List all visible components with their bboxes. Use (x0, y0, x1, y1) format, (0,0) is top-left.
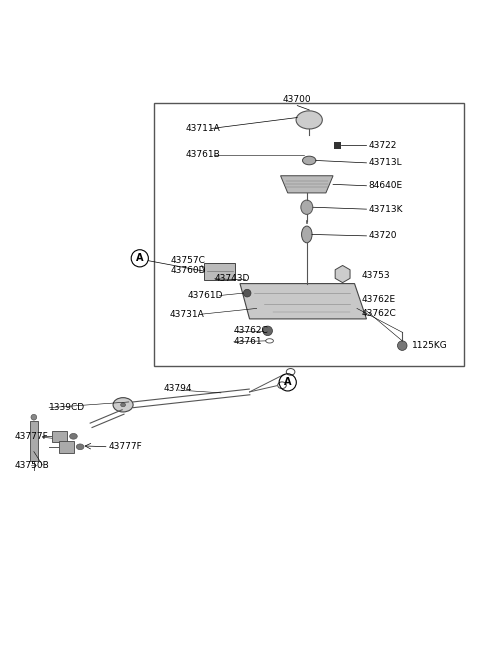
Circle shape (243, 290, 251, 297)
Text: 43700: 43700 (283, 95, 312, 104)
Ellipse shape (76, 444, 84, 450)
Ellipse shape (70, 434, 77, 439)
Bar (59, 441, 74, 453)
Text: 1339CD: 1339CD (49, 403, 85, 412)
Bar (30, 421, 37, 461)
Bar (204, 263, 235, 280)
Ellipse shape (113, 398, 133, 412)
Text: 1125KG: 1125KG (412, 341, 447, 350)
Bar (52, 430, 67, 442)
Ellipse shape (302, 156, 316, 165)
Ellipse shape (296, 111, 323, 129)
Text: 43753: 43753 (362, 271, 390, 280)
Text: 43711A: 43711A (185, 124, 220, 133)
Text: A: A (284, 377, 291, 387)
Circle shape (263, 326, 273, 335)
Text: 43750B: 43750B (15, 461, 49, 470)
Ellipse shape (301, 226, 312, 243)
Circle shape (31, 415, 36, 420)
Text: 43713L: 43713L (369, 159, 402, 168)
Text: 43777F: 43777F (15, 432, 48, 441)
Text: 43762E: 43762E (362, 295, 396, 305)
Text: 43777F: 43777F (109, 442, 143, 451)
Ellipse shape (120, 403, 125, 407)
Text: 43731A: 43731A (169, 310, 204, 318)
Text: 43760D: 43760D (171, 266, 206, 274)
Text: 43761: 43761 (234, 337, 263, 346)
Text: 84640E: 84640E (369, 181, 403, 190)
Text: 43713K: 43713K (369, 204, 403, 214)
Text: 43757C: 43757C (171, 256, 205, 265)
Bar (335, 142, 341, 149)
Text: 43762C: 43762C (362, 309, 396, 318)
Text: 43762C: 43762C (234, 326, 268, 335)
Text: 43761D: 43761D (188, 291, 223, 300)
Ellipse shape (301, 200, 313, 214)
Polygon shape (281, 176, 333, 193)
Text: 43722: 43722 (369, 141, 397, 150)
Text: 43794: 43794 (164, 384, 192, 392)
Circle shape (397, 341, 407, 350)
Text: 43761B: 43761B (185, 150, 220, 159)
Text: A: A (136, 253, 144, 263)
Text: 43720: 43720 (369, 231, 397, 240)
Text: 43743D: 43743D (215, 274, 250, 284)
Polygon shape (240, 284, 366, 319)
Bar (154, 103, 464, 365)
